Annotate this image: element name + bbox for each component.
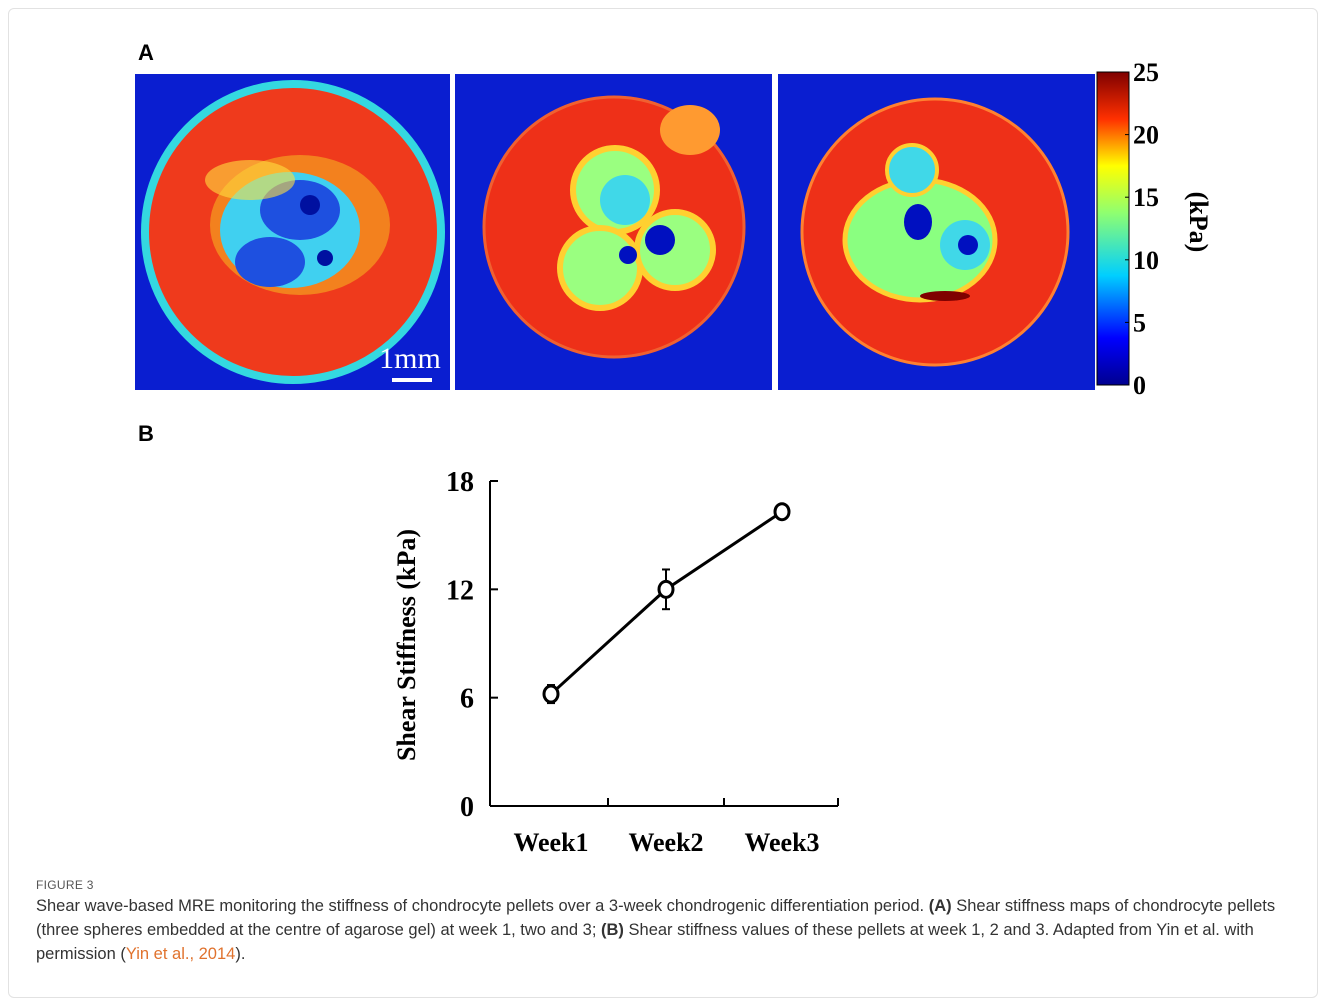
caption-text: Shear wave-based MRE monitoring the stif… <box>36 894 1301 966</box>
x-tick-label: Week2 <box>628 828 703 857</box>
citation-link[interactable]: Yin et al., 2014 <box>126 945 235 963</box>
caption-part: (A) <box>929 897 952 915</box>
scale-bar: 1mm <box>379 342 441 375</box>
x-tick-label: Week1 <box>513 828 588 857</box>
panel-label: A <box>138 40 154 65</box>
y-tick-label: 18 <box>446 467 474 498</box>
y-axis-label: Shear Stiffness (kPa) <box>392 529 421 761</box>
caption-part: ). <box>235 945 245 963</box>
colorbar-tick-label: 10 <box>1133 246 1159 275</box>
panel-label: B <box>138 421 154 446</box>
data-point <box>775 504 789 520</box>
colorbar-tick-label: 0 <box>1133 371 1146 400</box>
y-tick-label: 0 <box>460 792 474 823</box>
page: {"panel_a": {"label": "A", "scale_bar": … <box>0 0 1328 988</box>
caption-part: Shear wave-based MRE monitoring the stif… <box>36 897 929 915</box>
colorbar-label: (kPa) <box>1184 192 1213 253</box>
colorbar-tick-label: 25 <box>1133 58 1159 87</box>
data-point <box>659 581 673 597</box>
stiffness-map <box>778 74 1095 390</box>
caption: FIGURE 3 Shear wave-based MRE monitoring… <box>36 876 1301 966</box>
data-point <box>544 686 558 702</box>
colorbar-tick-label: 15 <box>1133 183 1159 212</box>
colorbar-tick-label: 20 <box>1133 121 1159 150</box>
y-tick-label: 12 <box>446 575 474 606</box>
figure: A 1mm (kPa) B Shear Stiffness (kPa) <box>0 0 1328 870</box>
stiffness-map <box>455 74 772 390</box>
y-tick-label: 6 <box>460 684 474 715</box>
x-tick-label: Week3 <box>744 828 819 857</box>
colorbar-tick-label: 5 <box>1133 308 1146 337</box>
caption-part: (B) <box>601 921 624 939</box>
stiffness-map: 1mm <box>135 74 450 390</box>
figure-label: FIGURE 3 <box>36 876 1301 894</box>
colorbar <box>1097 72 1129 385</box>
